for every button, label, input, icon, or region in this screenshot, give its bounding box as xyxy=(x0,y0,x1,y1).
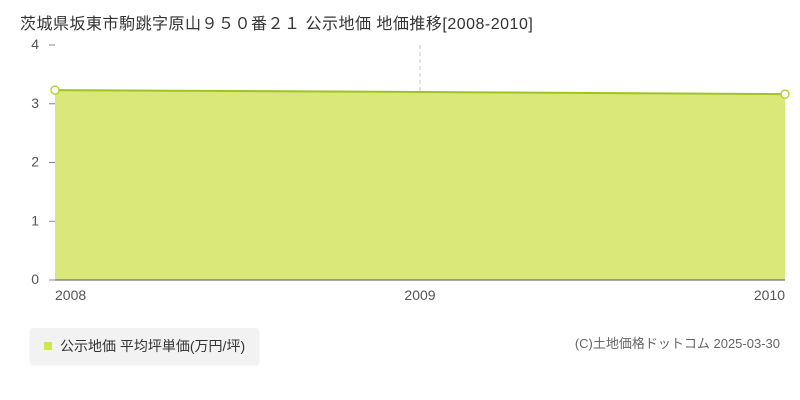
data-point-2010[interactable] xyxy=(781,90,789,98)
ytick-label-1: 1 xyxy=(31,212,39,228)
ytick-label-0: 0 xyxy=(31,271,39,287)
xtick-label-2009: 2009 xyxy=(404,287,435,303)
data-point-2008[interactable] xyxy=(51,86,59,94)
chart-svg: 0 1 2 3 4 2008 2009 2010 xyxy=(55,45,785,280)
legend-color-swatch xyxy=(44,342,52,350)
ytick-label-3: 3 xyxy=(31,95,39,111)
xtick-label-2010: 2010 xyxy=(754,287,785,303)
copyright-text: (C)土地価格ドットコム 2025-03-30 xyxy=(575,333,780,352)
chart-title: 茨城県坂東市駒跳字原山９５０番２１ 公示地価 地価推移[2008-2010] xyxy=(20,10,533,34)
legend-box[interactable]: 公示地価 平均坪単価(万円/坪) xyxy=(30,328,259,364)
xtick-label-2008: 2008 xyxy=(55,287,86,303)
ytick-label-4: 4 xyxy=(31,36,39,52)
chart-plot-area: 0 1 2 3 4 2008 2009 2010 xyxy=(55,45,785,280)
ytick-label-2: 2 xyxy=(31,154,39,170)
legend-label: 公示地価 平均坪単価(万円/坪) xyxy=(60,336,245,356)
area-fill xyxy=(55,90,785,280)
